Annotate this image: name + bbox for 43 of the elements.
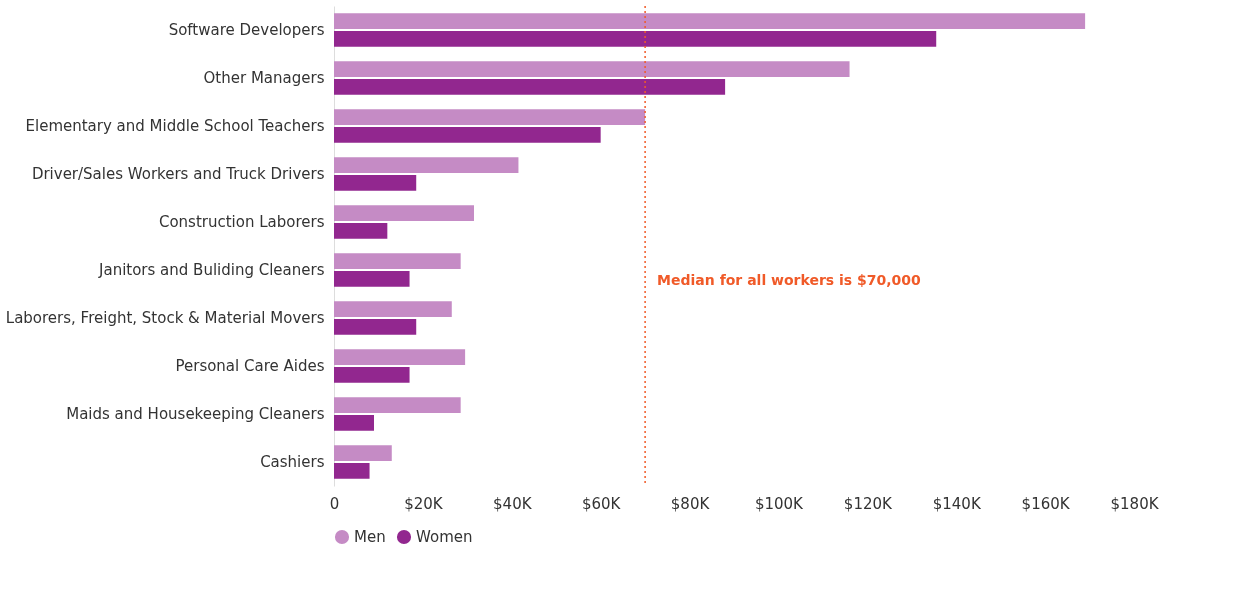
bar <box>334 126 601 143</box>
legend-label: Women <box>416 528 473 546</box>
x-tick-label: $40K <box>493 494 533 513</box>
y-tick-label: Personal Care Aides <box>175 357 325 375</box>
bar <box>334 301 452 318</box>
legend-label: Men <box>354 528 386 546</box>
bar <box>334 414 374 431</box>
bar <box>334 205 474 222</box>
x-tick-label: $140K <box>932 494 982 513</box>
ref-line-label: Median for all workers is $70,000 <box>657 272 922 288</box>
bar <box>334 349 466 366</box>
bar <box>334 253 461 270</box>
x-tick-label: $120K <box>843 494 893 513</box>
y-tick-label: Elementary and Middle School Teachers <box>25 117 325 135</box>
y-tick-label: Driver/Sales Workers and Truck Drivers <box>31 165 325 183</box>
bar <box>334 270 410 287</box>
bar <box>334 174 417 191</box>
x-tick-label: $100K <box>754 494 805 513</box>
x-tick-label: $180K <box>1110 494 1160 513</box>
bar <box>334 61 850 78</box>
x-tick-label: $80K <box>670 494 711 513</box>
bar <box>334 445 392 462</box>
bar <box>334 157 519 174</box>
bar <box>334 222 388 239</box>
y-tick-label: Laborers, Freight, Stock & Material Movers <box>5 309 325 327</box>
y-tick-label: Software Developers <box>168 21 325 39</box>
x-tick-label: $60K <box>581 494 622 513</box>
y-tick-label: Maids and Housekeeping Cleaners <box>66 405 325 423</box>
bar <box>334 13 1086 30</box>
bar <box>334 366 410 383</box>
bar <box>334 78 726 95</box>
y-tick-label: Other Managers <box>203 69 325 87</box>
y-tick-label: Construction Laborers <box>158 213 325 231</box>
bar <box>334 318 417 335</box>
bar <box>334 109 646 126</box>
x-tick-label: 0 <box>329 494 340 513</box>
bar <box>334 462 370 479</box>
bar <box>334 397 461 414</box>
y-tick-label: Janitors and Buliding Cleaners <box>98 261 325 279</box>
x-tick-label: $20K <box>404 494 444 513</box>
bar <box>334 30 937 47</box>
x-tick-label: $160K <box>1021 494 1071 513</box>
y-tick-label: Cashiers <box>260 453 325 471</box>
